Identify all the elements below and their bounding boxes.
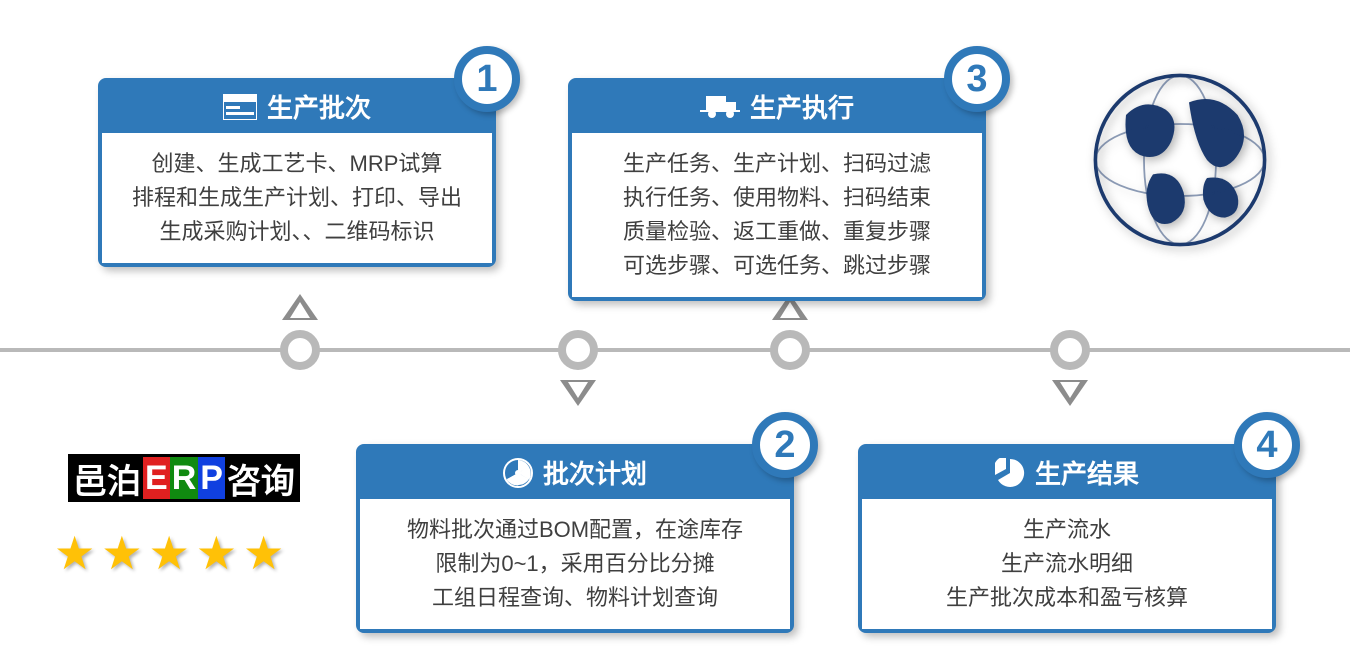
timeline-node: [1050, 330, 1090, 370]
card-1: 生产批次创建、生成工艺卡、MRP试算排程和生成生产计划、打印、导出生成采购计划、…: [98, 78, 496, 267]
radiation-icon: [503, 458, 533, 488]
logo-segment: R: [170, 457, 199, 499]
step-number-badge: 4: [1234, 412, 1300, 478]
card-title: 批次计划: [543, 454, 647, 491]
star-icon: ★: [196, 530, 237, 576]
step-number-badge: 3: [944, 46, 1010, 112]
card-4: 生产结果生产流水生产流水明细生产批次成本和盈亏核算4: [858, 444, 1276, 633]
logo-segment: 邑泊: [71, 457, 143, 499]
step-number-badge: 2: [752, 412, 818, 478]
card-body: 物料批次通过BOM配置，在途库存限制为0~1，采用百分比分摊工组日程查询、物料计…: [360, 499, 790, 629]
card-body: 生产任务、生产计划、扫码过滤执行任务、使用物料、扫码结束质量检验、返工重做、重复…: [572, 133, 982, 297]
star-icon: ★: [101, 530, 142, 576]
card-header: 生产执行: [572, 82, 982, 133]
card-3: 生产执行生产任务、生产计划、扫码过滤执行任务、使用物料、扫码结束质量检验、返工重…: [568, 78, 986, 301]
arrow-down-icon: [560, 380, 596, 406]
star-icon: ★: [149, 530, 190, 576]
card-body: 生产流水生产流水明细生产批次成本和盈亏核算: [862, 499, 1272, 629]
arrow-down-icon: [1052, 380, 1088, 406]
card-header: 生产结果: [862, 448, 1272, 499]
timeline-line: [0, 348, 1350, 352]
card-2: 批次计划物料批次通过BOM配置，在途库存限制为0~1，采用百分比分摊工组日程查询…: [356, 444, 794, 633]
document-icon: [223, 94, 257, 120]
timeline-node: [770, 330, 810, 370]
card-title: 生产执行: [750, 88, 854, 125]
star-icon: ★: [54, 530, 95, 576]
rating-stars: ★★★★★: [54, 530, 284, 576]
logo-segment: E: [143, 457, 170, 499]
card-body: 创建、生成工艺卡、MRP试算排程和生成生产计划、打印、导出生成采购计划、、二维码…: [102, 133, 492, 263]
logo-segment: 咨询: [225, 457, 297, 499]
brand-logo: 邑泊ERP咨询: [68, 454, 300, 502]
card-title: 生产批次: [267, 88, 371, 125]
logo-segment: P: [198, 457, 225, 499]
card-header: 批次计划: [360, 448, 790, 499]
globe-icon: [1090, 70, 1270, 255]
arrow-up-icon: [282, 294, 318, 320]
pie-icon: [995, 458, 1025, 488]
truck-icon: [700, 94, 740, 120]
timeline-node: [280, 330, 320, 370]
card-title: 生产结果: [1035, 454, 1139, 491]
step-number-badge: 1: [454, 46, 520, 112]
timeline-node: [558, 330, 598, 370]
card-header: 生产批次: [102, 82, 492, 133]
star-icon: ★: [243, 530, 284, 576]
